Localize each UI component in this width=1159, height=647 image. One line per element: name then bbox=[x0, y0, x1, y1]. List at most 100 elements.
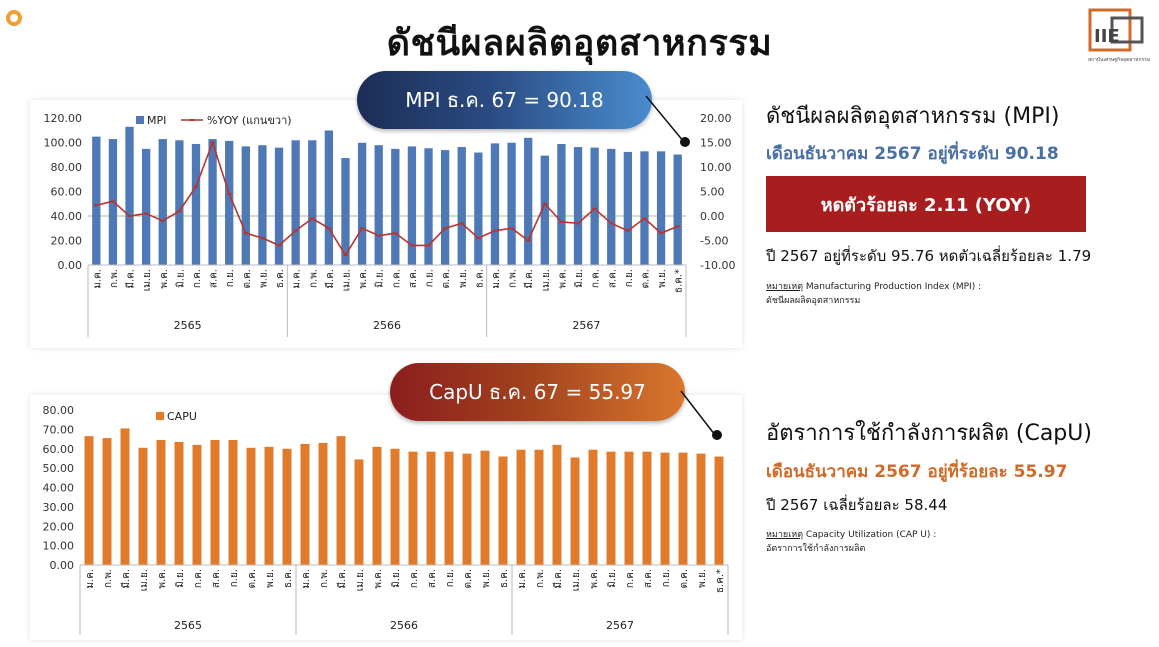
bar bbox=[341, 158, 350, 265]
y2-tick-label: -10.00 bbox=[700, 259, 735, 272]
x-tick-label: ก.ค. bbox=[192, 269, 203, 288]
legend-label: MPI bbox=[147, 114, 166, 127]
bar bbox=[225, 140, 234, 265]
bar bbox=[208, 139, 217, 265]
yoy-marker bbox=[160, 219, 165, 222]
bar bbox=[552, 444, 562, 565]
bar bbox=[210, 440, 220, 565]
mpi-callout-dot bbox=[680, 137, 690, 147]
bar bbox=[642, 451, 652, 565]
capu-note-line1: Capacity Utilization (CAP U) : bbox=[805, 530, 937, 540]
bar bbox=[390, 448, 400, 565]
yoy-marker bbox=[559, 220, 564, 223]
x-tick-label: พ.ค. bbox=[557, 269, 568, 289]
bar bbox=[534, 449, 544, 565]
x-tick-label: พ.ย. bbox=[657, 269, 668, 288]
x-tick-label: มี.ค. bbox=[125, 269, 137, 289]
capu-heading: อัตราการใช้กำลังการผลิต (CapU) bbox=[766, 421, 1092, 446]
bar bbox=[372, 446, 382, 565]
x-tick-label: เม.ย. bbox=[355, 569, 366, 591]
bar bbox=[624, 451, 634, 565]
x-tick-label: มิ.ย. bbox=[391, 569, 402, 588]
x-tick-label: พ.ย. bbox=[265, 569, 276, 588]
y-tick-label: 30.00 bbox=[43, 501, 75, 514]
bar bbox=[440, 150, 450, 265]
yoy-marker bbox=[409, 244, 414, 247]
yoy-marker bbox=[260, 237, 265, 240]
yoy-marker bbox=[110, 200, 115, 203]
x-tick-label: เม.ย. bbox=[142, 269, 153, 291]
legend-label: CAPU bbox=[167, 410, 197, 423]
x-tick-label: พ.ค. bbox=[358, 269, 369, 289]
mpi-note-line2: ดัชนีผลผลิตอุตสาหกรรม bbox=[766, 296, 861, 306]
yoy-marker bbox=[492, 229, 497, 232]
year-label: 2565 bbox=[174, 619, 202, 632]
x-tick-label: ม.ค. bbox=[85, 569, 96, 589]
x-tick-label: มี.ค. bbox=[523, 269, 535, 289]
x-tick-label: ส.ค. bbox=[408, 269, 419, 288]
x-tick-label: พ.ค. bbox=[373, 569, 384, 589]
yoy-marker bbox=[592, 207, 597, 210]
bar bbox=[291, 140, 300, 265]
x-tick-label: มี.ค. bbox=[336, 569, 348, 589]
x-tick-label: ธ.ค. bbox=[275, 269, 286, 288]
legend-swatch bbox=[136, 116, 144, 124]
bar bbox=[228, 440, 238, 565]
x-tick-label: ธ.ค. bbox=[474, 269, 485, 288]
yoy-marker bbox=[642, 217, 647, 220]
y-tick-label: 40.00 bbox=[51, 210, 83, 223]
bar bbox=[498, 456, 508, 565]
bar bbox=[714, 456, 724, 565]
x-tick-label: ก.ย. bbox=[229, 569, 240, 587]
y2-tick-label: 0.00 bbox=[700, 210, 725, 223]
x-tick-label: ก.ย. bbox=[624, 269, 635, 287]
mpi-chart-panel: 0.00 20.00 40.00 60.00 80.00 100.00 120.00 -10.… bbox=[30, 100, 742, 348]
y-tick-label: 60.00 bbox=[43, 443, 75, 456]
bar bbox=[444, 451, 454, 565]
y-tick-label: 80.00 bbox=[43, 404, 75, 417]
bar bbox=[606, 451, 616, 565]
bar bbox=[357, 142, 367, 265]
legend-swatch bbox=[156, 412, 164, 420]
yoy-marker bbox=[177, 210, 182, 213]
yoy-marker bbox=[526, 239, 531, 242]
x-tick-label: ส.ค. bbox=[607, 269, 618, 288]
bar bbox=[308, 140, 317, 265]
capu-chart: 0.00 10.00 20.00 30.00 40.00 50.00 60.00 70.00 8… bbox=[43, 404, 729, 635]
bar bbox=[264, 446, 274, 565]
x-tick-label: พ.ย. bbox=[258, 269, 269, 288]
bar bbox=[570, 457, 580, 565]
x-tick-label: ต.ค. bbox=[679, 569, 690, 589]
bar bbox=[696, 453, 706, 565]
x-tick-label: ม.ค. bbox=[301, 569, 312, 589]
y2-tick-label: -5.00 bbox=[700, 235, 728, 248]
legend-marker bbox=[190, 119, 194, 121]
x-tick-label: ม.ค. bbox=[517, 569, 528, 589]
x-tick-label: พ.ค. bbox=[159, 269, 170, 289]
x-tick-label: มิ.ย. bbox=[574, 269, 585, 288]
yoy-marker bbox=[675, 225, 680, 228]
x-tick-label: เม.ย. bbox=[541, 269, 552, 291]
x-tick-label: มี.ค. bbox=[324, 269, 336, 289]
yoy-marker bbox=[193, 185, 198, 188]
y-tick-label: 20.00 bbox=[51, 235, 83, 248]
x-tick-label: พ.ค. bbox=[589, 569, 600, 589]
bar bbox=[141, 148, 151, 265]
bar bbox=[241, 146, 250, 265]
bar bbox=[673, 154, 682, 265]
x-tick-label: ส.ค. bbox=[209, 269, 220, 288]
bar bbox=[175, 140, 184, 265]
capu-note: หมายเหตุ Capacity Utilization (CAP U) : … bbox=[766, 528, 936, 556]
bar bbox=[300, 443, 310, 565]
capu-subheading: เดือนธันวาคม 2567 อยู่ที่ร้อยละ 55.97 bbox=[766, 462, 1068, 482]
page-title: ดัชนีผลผลิตอุตสาหกรรม bbox=[386, 23, 773, 64]
logo-caption: สถาบันเศรษฐกิจอุตสาหกรรม bbox=[1088, 56, 1150, 63]
bar bbox=[557, 143, 566, 265]
yoy-marker bbox=[459, 222, 464, 225]
y2-tick-label: 5.00 bbox=[700, 186, 725, 199]
yoy-marker bbox=[127, 215, 132, 217]
year-label: 2567 bbox=[572, 319, 600, 332]
x-tick-label: ต.ค. bbox=[247, 569, 258, 589]
x-tick-label: ก.พ. bbox=[308, 269, 319, 288]
x-tick-label: ม.ค. bbox=[92, 269, 103, 289]
